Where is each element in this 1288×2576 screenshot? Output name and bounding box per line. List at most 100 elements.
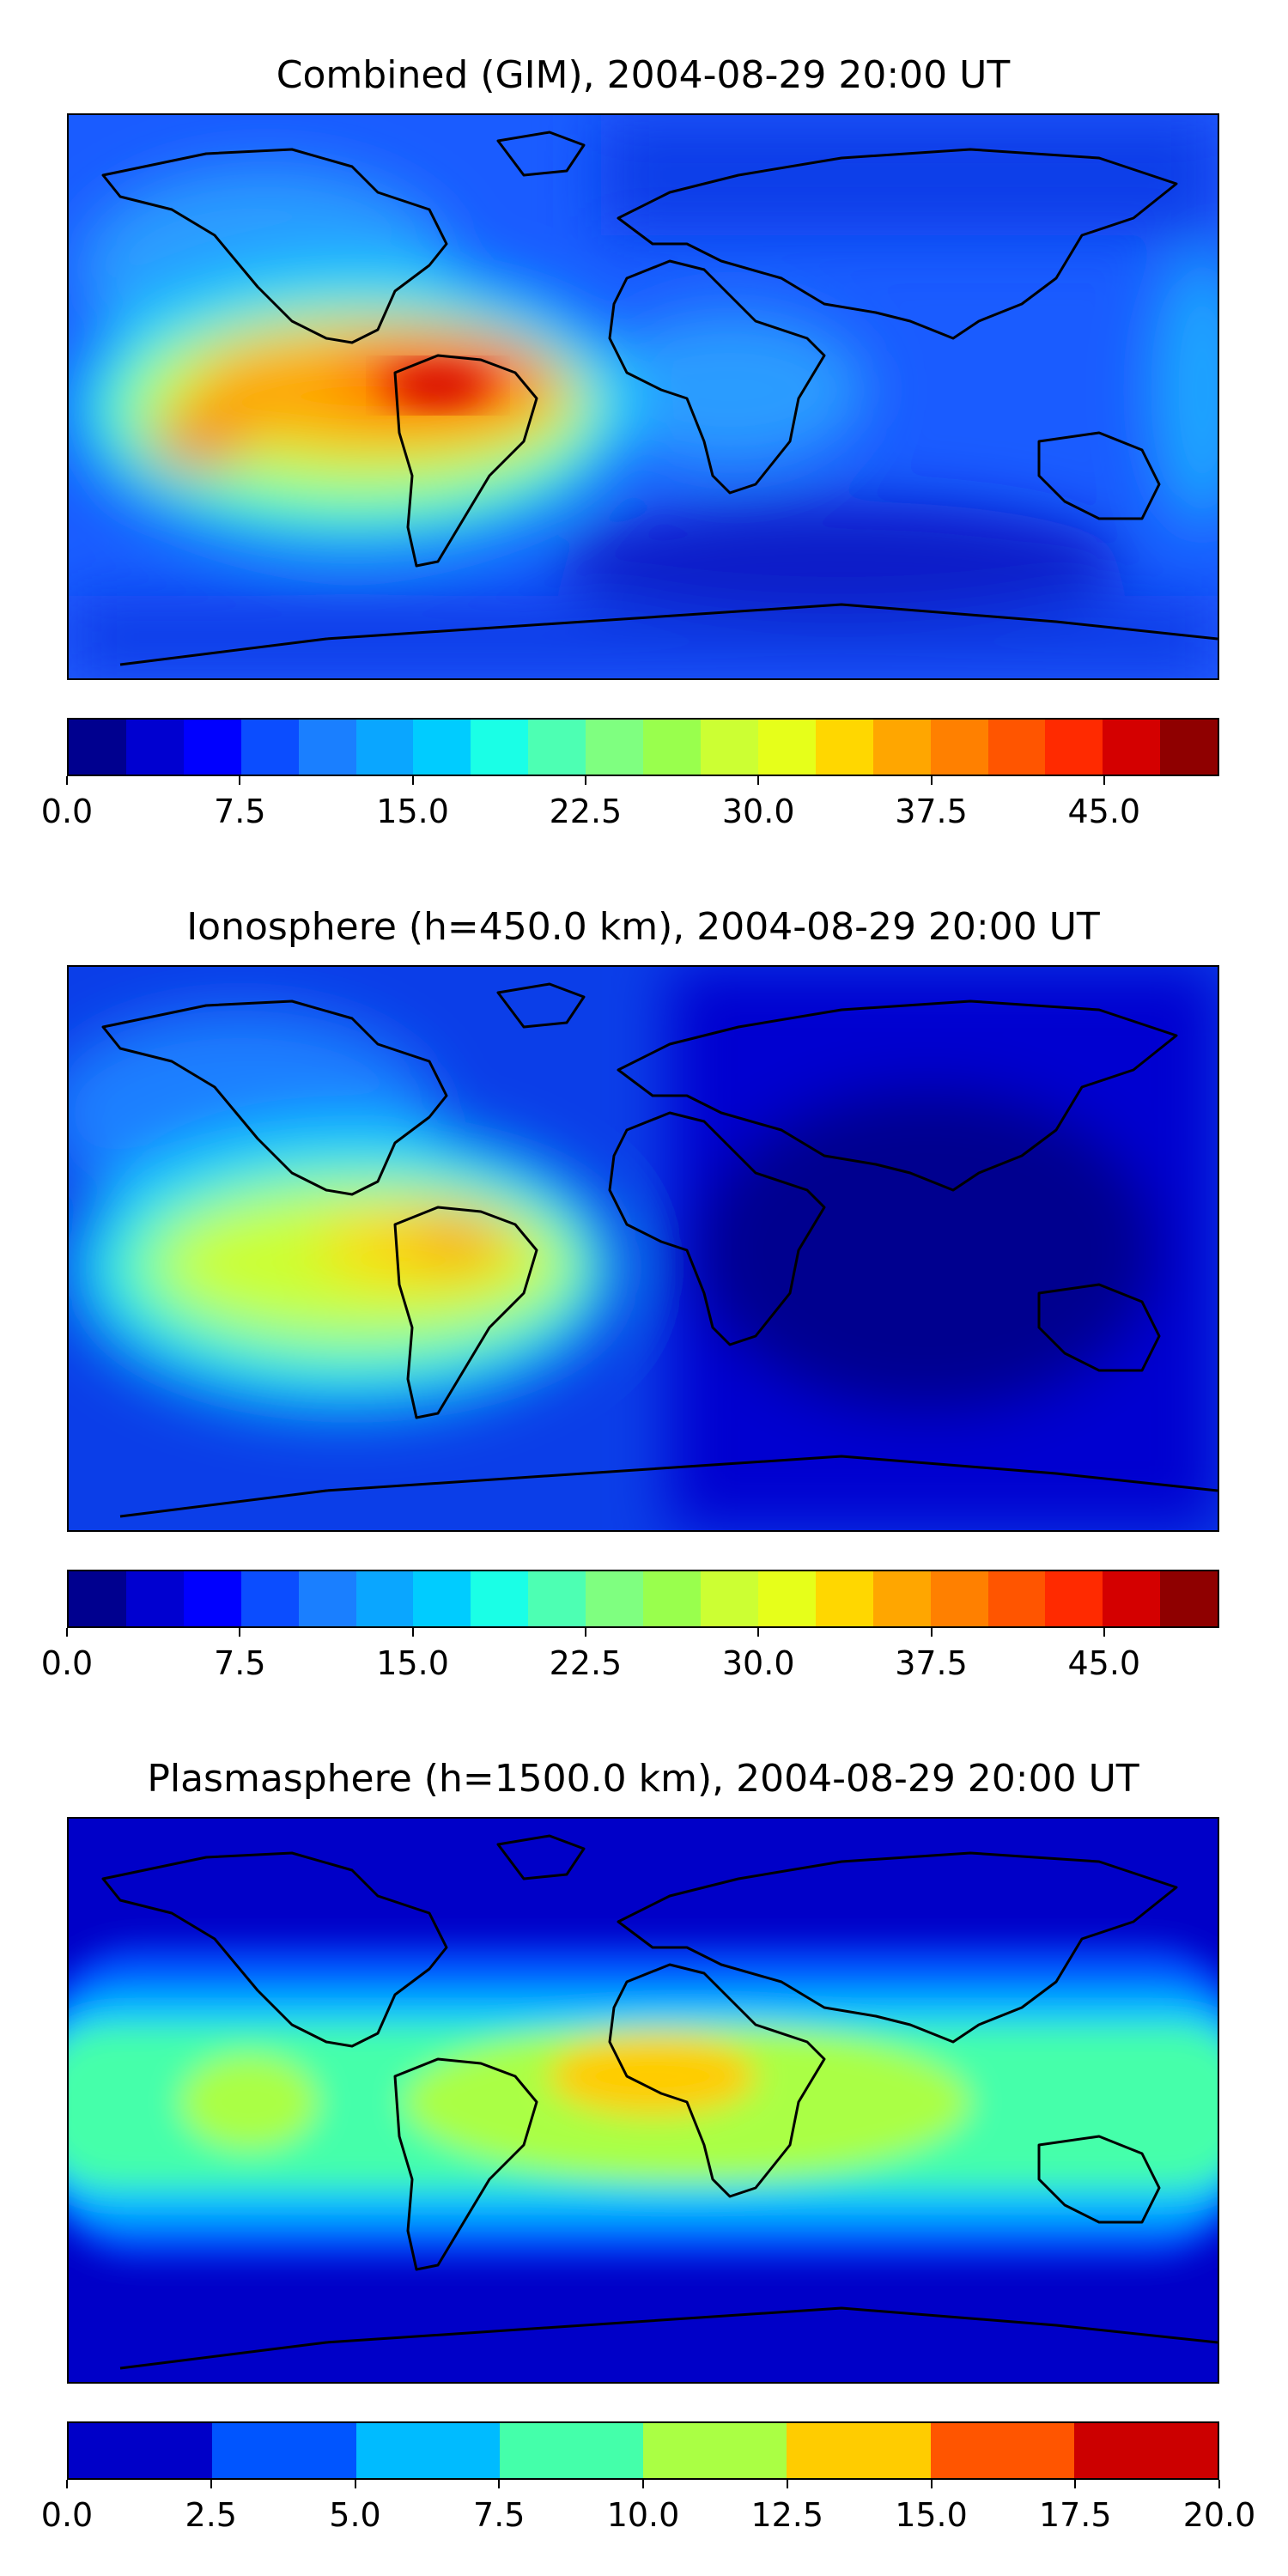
colorbar-segment: [212, 2423, 356, 2478]
colorbar-plasmasphere: [67, 2421, 1219, 2480]
colorbar-segment: [240, 1571, 299, 1626]
colorbar-segment: [528, 1571, 586, 1626]
colorbar-tick-label: 0.0: [40, 2496, 94, 2534]
colorbar-tick-label: 7.5: [214, 793, 266, 830]
colorbar-tick-label: 2.5: [185, 2496, 237, 2534]
colorbar-segment: [643, 720, 701, 775]
colorbar-tick-label: 20.0: [1182, 2496, 1256, 2534]
colorbar-tick-label: 7.5: [214, 1644, 266, 1682]
tec-field-plasmasphere: [69, 1947, 1218, 2257]
colorbar-segment: [586, 720, 644, 775]
colorbar-segment: [183, 720, 241, 775]
colorbar-tick-label: 22.5: [549, 793, 623, 830]
colorbar-segment: [930, 720, 988, 775]
map-ionosphere: [67, 965, 1219, 1532]
colorbar-ticks-combined: 0.0 7.5 15.0 22.5 30.0 37.5 45.0: [41, 776, 1219, 828]
colorbar-tick-label: 12.5: [750, 2496, 824, 2534]
panel-title-plasmasphere: Plasmasphere (h=1500.0 km), 2004-08-29 2…: [147, 1757, 1139, 1801]
colorbar-segment: [872, 720, 931, 775]
colorbar-tick: [930, 2480, 933, 2488]
colorbar-segment: [355, 1571, 414, 1626]
colorbar-tick: [239, 776, 241, 785]
colorbar-segment: [586, 1571, 644, 1626]
colorbar-tick-label: 30.0: [721, 793, 795, 830]
colorbar-tick-label: 7.5: [473, 2496, 526, 2534]
colorbar-segment: [700, 1571, 758, 1626]
colorbar-tick: [66, 776, 68, 785]
colorbar-segment: [643, 1571, 701, 1626]
colorbar-segment: [298, 1571, 356, 1626]
colorbar-segment: [700, 720, 758, 775]
colorbar-segment: [413, 720, 471, 775]
colorbar-segment: [69, 720, 126, 775]
tec-peak-combined: [386, 364, 489, 407]
coastlines: [101, 982, 1218, 1518]
colorbar-segment: [125, 720, 184, 775]
coastlines: [101, 1834, 1218, 2370]
colorbar-tick: [1218, 2480, 1220, 2488]
map-ionosphere-svg: [69, 967, 1218, 1530]
colorbar-tick-label: 30.0: [721, 1644, 795, 1682]
colorbar-tick: [757, 1628, 760, 1637]
colorbar-tick-label: 45.0: [1067, 1644, 1141, 1682]
colorbar-tick: [584, 1628, 586, 1637]
colorbar-tick: [1103, 776, 1105, 785]
colorbar-segment: [787, 2423, 931, 2478]
colorbar-ionosphere: [67, 1570, 1219, 1628]
colorbar-tick: [1074, 2480, 1077, 2488]
map-plasmasphere-svg: [69, 1819, 1218, 2382]
colorbar-tick: [584, 776, 586, 785]
colorbar-segment: [298, 720, 356, 775]
colorbar-segment: [930, 2423, 1074, 2478]
colorbar-tick-label: 37.5: [895, 793, 968, 830]
colorbar-segment: [987, 720, 1046, 775]
colorbar-segment: [643, 2423, 787, 2478]
colorbar-segment: [355, 720, 414, 775]
colorbar-segment: [987, 1571, 1046, 1626]
map-plasmasphere: [67, 1817, 1219, 2384]
colorbar-tick-label: 15.0: [376, 793, 449, 830]
colorbar-tick-label: 5.0: [329, 2496, 381, 2534]
colorbar-tick: [411, 776, 414, 785]
colorbar-tick-label: 15.0: [376, 1644, 449, 1682]
colorbar-segment: [815, 720, 873, 775]
colorbar-segment: [872, 1571, 931, 1626]
map-combined-svg: [69, 115, 1218, 678]
colorbar-segment: [1103, 720, 1161, 775]
colorbar-segment: [125, 1571, 184, 1626]
colorbar-tick-label: 22.5: [549, 1644, 623, 1682]
colorbar-tick: [66, 1628, 68, 1637]
colorbar-segment: [1045, 1571, 1103, 1626]
colorbar-segment: [69, 2423, 213, 2478]
colorbar-segment: [413, 1571, 471, 1626]
colorbar-tick: [642, 2480, 644, 2488]
colorbar-ticks-plasmasphere: 0.0 2.5 5.0 7.5 10.0 12.5 15.0 17.5 20.0: [41, 2480, 1255, 2531]
colorbar-segment: [757, 720, 816, 775]
colorbar-tick-label: 37.5: [895, 1644, 968, 1682]
colorbar-tick: [239, 1628, 241, 1637]
colorbar-segment: [355, 2423, 500, 2478]
colorbar-segment: [183, 1571, 241, 1626]
colorbar-tick: [930, 1628, 933, 1637]
colorbar-segment: [1073, 2423, 1218, 2478]
colorbar-segment: [1045, 720, 1103, 775]
colorbar-segment: [69, 1571, 126, 1626]
colorbar-tick-label: 10.0: [606, 2496, 680, 2534]
colorbar-tick: [930, 776, 933, 785]
panel-title-combined: Combined (GIM), 2004-08-29 20:00 UT: [276, 53, 1011, 97]
tec-field-combined: [69, 115, 1218, 678]
colorbar-segment: [815, 1571, 873, 1626]
colorbar-segment: [471, 1571, 529, 1626]
colorbar-combined: [67, 718, 1219, 776]
colorbar-segment: [240, 720, 299, 775]
coastlines: [101, 131, 1218, 666]
panel-title-ionosphere: Ionosphere (h=450.0 km), 2004-08-29 20:0…: [186, 905, 1100, 949]
colorbar-segment: [930, 1571, 988, 1626]
colorbar-tick: [210, 2480, 212, 2488]
colorbar-segment: [499, 2423, 643, 2478]
colorbar-segment: [757, 1571, 816, 1626]
colorbar-segment: [528, 720, 586, 775]
colorbar-segment: [1103, 1571, 1161, 1626]
colorbar-tick: [411, 1628, 414, 1637]
colorbar-segment: [1160, 1571, 1218, 1626]
